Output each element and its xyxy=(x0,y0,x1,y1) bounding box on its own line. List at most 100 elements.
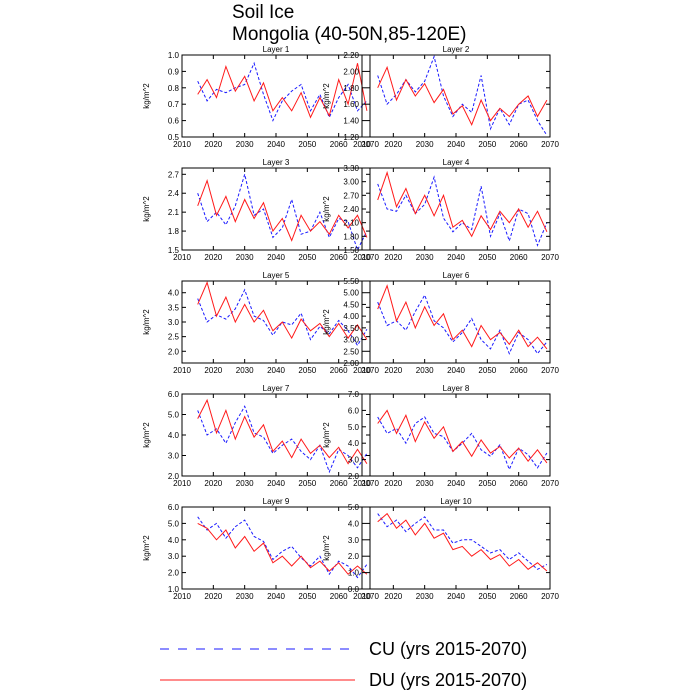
x-tick-label: 2020 xyxy=(204,592,222,601)
panel-title: Layer 2 xyxy=(443,45,470,54)
series-line-du xyxy=(377,170,548,238)
x-tick-label: 2070 xyxy=(361,140,379,149)
series-line-cu xyxy=(197,61,368,122)
panel-layer-1: Layer 1 kg/m^2 2010 2020 2030 2040 2050 2060 207… xyxy=(142,45,379,149)
y-tick-label: 2.40 xyxy=(343,205,359,214)
series-line-du xyxy=(377,512,548,572)
series-line-du xyxy=(197,281,368,340)
y-tick-label: 3.00 xyxy=(343,336,359,345)
x-tick-label: 2020 xyxy=(204,140,222,149)
x-tick-label: 2040 xyxy=(267,479,285,488)
x-tick-label: 2050 xyxy=(298,140,316,149)
x-tick-label: 2040 xyxy=(267,140,285,149)
y-tick-label: 4.50 xyxy=(343,300,359,309)
y-tick-label: 2.0 xyxy=(168,472,180,481)
series-line-du xyxy=(197,178,368,242)
x-tick-label: 2020 xyxy=(204,366,222,375)
series-line-du xyxy=(197,63,368,119)
y-tick-label: 6.0 xyxy=(168,503,180,512)
y-tick-label: 3.0 xyxy=(348,456,360,465)
y-tick-label: 1.8 xyxy=(168,227,180,236)
plot-frame xyxy=(181,54,371,138)
panel-layer-8: Layer 8 kg/m^2 2010 2020 2030 2040 2050 2060 207… xyxy=(322,384,559,488)
y-tick-label: 2.4 xyxy=(168,189,180,198)
y-tick-label: 7.0 xyxy=(348,390,360,399)
y-tick-label: 4.00 xyxy=(343,312,359,321)
series-line-cu xyxy=(197,516,368,579)
y-axis-label: kg/m^2 xyxy=(322,196,331,222)
x-tick-label: 2060 xyxy=(330,592,348,601)
y-axis-label: kg/m^2 xyxy=(142,309,151,335)
y-axis-label: kg/m^2 xyxy=(142,422,151,448)
x-tick-label: 2060 xyxy=(510,366,528,375)
figure-title: Soil Ice xyxy=(232,2,294,23)
panel-title: Layer 7 xyxy=(263,384,290,393)
y-tick-label: 3.0 xyxy=(168,552,180,561)
panel-layer-4: Layer 4 kg/m^2 2010 2020 2030 2040 2050 2060 207… xyxy=(322,158,559,262)
x-tick-label: 2060 xyxy=(330,140,348,149)
y-tick-label: 3.0 xyxy=(168,452,180,461)
x-tick-label: 2010 xyxy=(173,592,191,601)
plot-frame xyxy=(181,393,371,477)
panel-title: Layer 5 xyxy=(263,271,290,280)
x-tick-label: 2020 xyxy=(384,253,402,262)
y-axis-label: kg/m^2 xyxy=(322,535,331,561)
y-tick-label: 1.0 xyxy=(348,569,360,578)
y-tick-label: 1.80 xyxy=(343,84,359,93)
y-tick-label: 6.0 xyxy=(348,406,360,415)
y-tick-label: 1.0 xyxy=(168,51,180,60)
panel-title: Layer 10 xyxy=(440,497,472,506)
x-tick-label: 2050 xyxy=(298,479,316,488)
y-tick-label: 3.30 xyxy=(343,164,359,173)
panel-title: Layer 6 xyxy=(443,271,470,280)
panel-layer-3: Layer 3 kg/m^2 2010 2020 2030 2040 2050 2060 207… xyxy=(142,158,379,262)
y-tick-label: 3.00 xyxy=(343,178,359,187)
x-tick-label: 2070 xyxy=(541,479,559,488)
x-tick-label: 2060 xyxy=(330,479,348,488)
x-tick-label: 2060 xyxy=(510,140,528,149)
y-tick-label: 1.5 xyxy=(168,246,180,255)
x-tick-label: 2070 xyxy=(541,140,559,149)
y-tick-label: 0.6 xyxy=(168,117,180,126)
y-tick-label: 5.0 xyxy=(348,503,360,512)
y-tick-label: 1.0 xyxy=(168,585,180,594)
y-tick-label: 5.00 xyxy=(343,289,359,298)
x-tick-label: 2050 xyxy=(478,479,496,488)
x-tick-label: 2040 xyxy=(447,140,465,149)
x-tick-label: 2010 xyxy=(353,366,371,375)
x-tick-label: 2020 xyxy=(204,253,222,262)
y-tick-label: 3.0 xyxy=(348,536,360,545)
y-tick-label: 1.20 xyxy=(343,133,359,142)
x-tick-label: 2010 xyxy=(173,140,191,149)
x-tick-label: 2030 xyxy=(416,253,434,262)
x-tick-label: 2070 xyxy=(361,479,379,488)
y-tick-label: 2.50 xyxy=(343,347,359,356)
x-tick-label: 2040 xyxy=(267,366,285,375)
x-tick-label: 2050 xyxy=(478,366,496,375)
x-tick-label: 2070 xyxy=(361,592,379,601)
y-axis-label: kg/m^2 xyxy=(142,196,151,222)
x-tick-label: 2040 xyxy=(447,479,465,488)
y-tick-label: 2.0 xyxy=(168,347,180,356)
panel-layer-7: Layer 7 kg/m^2 2010 2020 2030 2040 2050 2060 207… xyxy=(142,384,379,488)
y-tick-label: 0.8 xyxy=(168,84,180,93)
panel-layer-2: Layer 2 kg/m^2 2010 2020 2030 2040 2050 2060 207… xyxy=(322,45,559,149)
y-tick-label: 1.40 xyxy=(343,117,359,126)
series-line-du xyxy=(197,522,368,575)
y-tick-label: 2.70 xyxy=(343,191,359,200)
panel-layer-10: Layer 10 kg/m^2 2010 2020 2030 2040 2050 2060 20… xyxy=(322,497,559,601)
series-line-cu xyxy=(377,416,548,471)
x-tick-label: 2070 xyxy=(361,366,379,375)
y-axis-label: kg/m^2 xyxy=(322,83,331,109)
x-tick-label: 2030 xyxy=(416,366,434,375)
x-tick-label: 2010 xyxy=(353,253,371,262)
y-tick-label: 4.0 xyxy=(168,431,180,440)
plot-frame xyxy=(181,506,371,590)
series-line-cu xyxy=(377,293,548,355)
x-tick-label: 2010 xyxy=(173,479,191,488)
y-tick-label: 3.50 xyxy=(343,324,359,333)
plot-frame xyxy=(361,393,551,477)
x-tick-label: 2060 xyxy=(510,253,528,262)
y-tick-label: 5.0 xyxy=(168,519,180,528)
